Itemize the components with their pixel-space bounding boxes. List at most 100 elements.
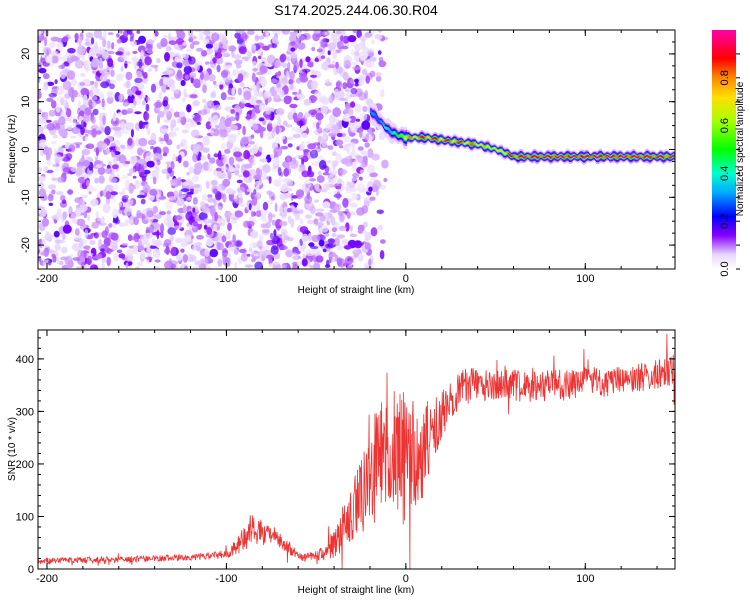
spectrogram-cell [168, 40, 177, 45]
spectrogram-cell [44, 232, 53, 241]
spectrogram-cell [105, 167, 113, 175]
spectrogram-cell [112, 222, 116, 229]
spectrogram-cell [324, 79, 331, 83]
spectrogram-cell [292, 112, 298, 121]
spectrogram-cell [188, 37, 194, 43]
spectrogram-cell [102, 38, 107, 48]
spectrogram-cell [335, 81, 341, 87]
spectrogram-cell [321, 140, 328, 148]
spectrogram-cell [357, 229, 363, 234]
spectrogram-cell [203, 74, 210, 81]
colorbar-gradient [712, 30, 736, 269]
spectrogram-cell [214, 211, 218, 222]
spectrogram-cell [122, 102, 129, 107]
spectrogram-cell [163, 35, 168, 39]
spectrogram-cell [297, 42, 306, 50]
spectrogram-cell [160, 223, 165, 234]
spectrogram-cell [352, 66, 362, 71]
spectrogram-cell [192, 100, 200, 107]
spectrogram-cell [134, 266, 140, 269]
spectrogram-cell [106, 256, 111, 267]
spectrogram-cell [278, 176, 283, 184]
spectrogram-cell [344, 102, 352, 110]
spectrogram-cell [106, 90, 114, 99]
spectrogram-cell [328, 94, 334, 104]
spectrogram-cell [227, 222, 232, 232]
spectrogram-cell [360, 161, 365, 169]
spectrogram-cell [365, 133, 369, 141]
spectrogram-cell [362, 105, 368, 113]
spectrogram-cell [126, 30, 133, 35]
spectrogram-cell [177, 154, 182, 164]
spectrogram-cell [163, 239, 172, 247]
spectrogram-cell [118, 222, 126, 227]
spectrogram-cell [125, 80, 131, 89]
spectrogram-cell [212, 80, 217, 85]
spectrogram-cell [266, 254, 274, 259]
spectrogram-cell [262, 244, 269, 251]
spectrogram-cell [259, 118, 265, 122]
spectrogram-cell [80, 72, 86, 78]
spectrogram-cell [371, 39, 375, 45]
spectrogram-cell [327, 160, 332, 164]
spectrogram-cell [310, 80, 318, 89]
spectrogram-cell [54, 79, 58, 84]
spectrogram-cell [128, 185, 134, 194]
spectrogram-cell [113, 252, 119, 262]
spectrogram-cell [246, 188, 253, 193]
spectrogram-cell [127, 172, 132, 176]
spectrogram-cell [280, 135, 286, 140]
spectrogram-cell [146, 242, 151, 252]
spectrogram-cell [117, 111, 123, 117]
spectrogram-cell [120, 66, 124, 72]
spectrogram-cell [303, 235, 310, 242]
spectrogram-cell [137, 261, 143, 267]
spectrogram-cell [366, 164, 376, 174]
spectrogram-cell [279, 220, 288, 227]
spectrogram-cell [346, 149, 350, 154]
spectrogram-cell [268, 214, 276, 218]
spectrogram-cell [174, 56, 179, 62]
spectrogram-cell [230, 219, 238, 224]
spectrogram-cell [343, 59, 352, 70]
spectrogram-cell [101, 230, 108, 239]
spectrogram-cell [262, 201, 269, 211]
spectrogram-cell [140, 249, 146, 260]
spectrogram-cell [221, 185, 226, 191]
spectrogram-cell [170, 119, 177, 128]
spectrogram-cell [93, 170, 99, 176]
y-tick-label: 400 [16, 354, 34, 366]
spectrogram-cell [324, 233, 330, 237]
spectrogram-cell [107, 58, 114, 68]
spectrogram-cell [344, 189, 352, 194]
spectrogram-cell [253, 174, 261, 181]
spectrogram-cell [214, 236, 220, 241]
spectrogram-cell [242, 170, 250, 178]
spectrogram-cell [160, 140, 164, 145]
spectrogram-cell [200, 142, 204, 152]
spectrogram-cell [265, 111, 272, 115]
spectrogram-cell [364, 32, 373, 38]
spectrogram-cell [82, 160, 91, 167]
spectrogram-cell [115, 51, 124, 56]
spectrogram-cell [55, 43, 63, 48]
spectrogram-cell [146, 97, 150, 102]
spectrogram-cell [129, 236, 137, 241]
spectrogram-cell [99, 68, 108, 75]
spectrogram-cell [250, 230, 259, 239]
spectrogram-cell [246, 30, 255, 36]
spectrogram-cell [112, 208, 118, 219]
spectrogram-cell [204, 101, 209, 108]
spectrogram-cell [322, 201, 331, 209]
spectrogram-cell [217, 258, 223, 267]
spectrogram-cell [289, 103, 298, 109]
spectrogram-cell [365, 75, 371, 84]
spectrogram-cell [318, 160, 327, 170]
spectrogram-cell [277, 70, 281, 77]
spectrogram-cell [82, 224, 87, 229]
spectrogram-cell [77, 249, 85, 260]
spectrogram-cell [296, 146, 300, 151]
spectrogram-cell [163, 133, 169, 142]
spectrogram-cell [159, 211, 166, 216]
spectrogram-cell [77, 100, 81, 109]
